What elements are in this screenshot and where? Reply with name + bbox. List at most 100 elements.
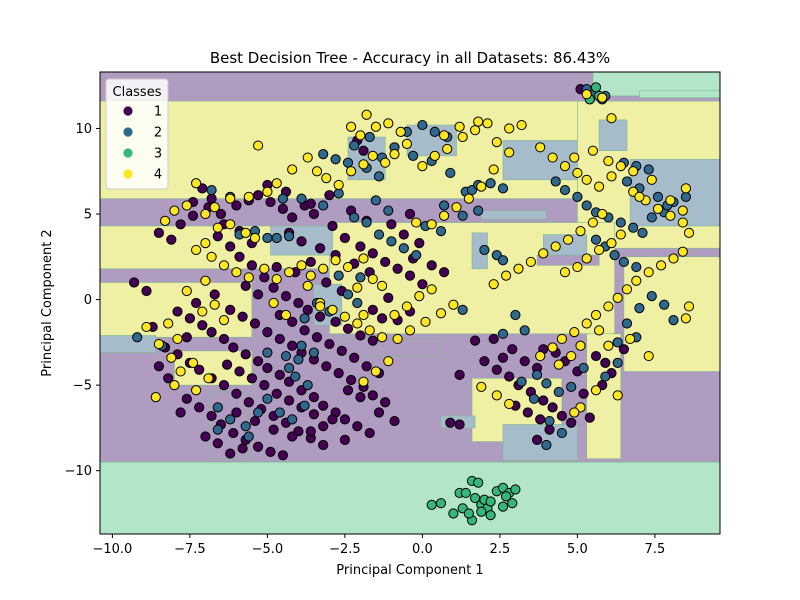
point-class-4 (209, 299, 220, 310)
point-class-2 (212, 424, 223, 435)
point-class-2 (411, 249, 422, 261)
point-class-2 (612, 357, 623, 368)
point-class-3 (485, 496, 496, 507)
point-class-2 (637, 227, 648, 238)
point-class-4 (590, 385, 602, 396)
point-class-4 (587, 145, 599, 156)
point-class-1 (228, 342, 239, 353)
point-class-1 (445, 417, 456, 428)
point-class-4 (439, 130, 450, 141)
point-class-1 (287, 431, 298, 442)
point-class-2 (352, 297, 363, 309)
point-class-1 (305, 256, 316, 268)
point-class-4 (677, 246, 688, 257)
point-class-4 (302, 152, 313, 163)
point-class-1 (305, 426, 316, 437)
point-class-2 (318, 200, 329, 211)
point-class-2 (280, 350, 292, 362)
point-class-4 (259, 263, 270, 274)
point-class-1 (234, 251, 245, 262)
point-class-2 (516, 376, 527, 387)
point-class-4 (581, 174, 592, 185)
point-class-2 (621, 318, 633, 329)
point-class-3 (507, 498, 518, 509)
point-class-2 (652, 191, 664, 203)
point-class-4 (612, 292, 623, 303)
point-class-1 (253, 356, 264, 367)
point-class-3 (497, 501, 509, 512)
point-class-1 (237, 443, 248, 454)
point-class-1 (246, 260, 257, 271)
point-class-1 (181, 393, 192, 404)
point-class-4 (401, 301, 412, 312)
point-class-1 (454, 419, 465, 430)
point-class-4 (401, 138, 412, 149)
point-class-4 (203, 373, 214, 384)
point-class-2 (308, 347, 319, 358)
point-class-4 (683, 227, 695, 238)
point-class-1 (175, 219, 186, 230)
point-class-1 (556, 410, 568, 422)
point-class-2 (643, 164, 654, 175)
point-class-1 (355, 392, 366, 403)
point-class-2 (290, 371, 301, 382)
y-tick-label: −10 (65, 464, 92, 479)
point-class-2 (559, 184, 571, 196)
point-class-4 (513, 263, 524, 274)
point-class-1 (404, 270, 416, 281)
point-class-4 (262, 186, 273, 197)
point-class-1 (129, 277, 140, 288)
point-class-1 (308, 208, 319, 220)
point-class-4 (181, 200, 192, 211)
point-class-4 (218, 260, 230, 271)
point-class-2 (497, 183, 509, 194)
point-class-4 (389, 309, 400, 321)
point-class-1 (287, 316, 298, 327)
point-class-4 (370, 121, 381, 132)
point-class-4 (538, 248, 549, 259)
point-class-1 (277, 450, 288, 461)
point-class-2 (398, 243, 409, 254)
point-class-1 (194, 402, 205, 413)
point-class-2 (544, 415, 555, 427)
point-class-2 (485, 178, 496, 189)
point-class-2 (370, 195, 381, 206)
point-class-4 (206, 251, 217, 262)
point-class-4 (163, 318, 174, 329)
point-class-4 (457, 131, 468, 143)
point-class-1 (439, 267, 450, 278)
point-class-2 (333, 270, 344, 281)
point-class-4 (504, 123, 515, 134)
point-class-4 (575, 340, 586, 351)
point-class-4 (153, 338, 164, 350)
point-class-1 (454, 369, 465, 380)
point-class-4 (535, 350, 546, 362)
point-class-4 (615, 229, 626, 240)
point-class-1 (274, 333, 285, 345)
point-class-2 (668, 315, 679, 326)
point-class-2 (528, 393, 540, 404)
point-class-4 (380, 157, 391, 168)
point-class-4 (330, 255, 341, 266)
point-class-2 (457, 210, 468, 221)
point-class-4 (473, 116, 484, 127)
point-class-1 (590, 350, 602, 362)
point-class-4 (364, 325, 375, 336)
point-class-1 (277, 203, 288, 214)
point-class-2 (628, 222, 639, 233)
point-class-1 (367, 335, 378, 346)
point-class-1 (253, 289, 264, 300)
region-class-2 (100, 335, 157, 353)
scatter-points (129, 82, 695, 526)
point-class-2 (646, 291, 657, 302)
point-class-4 (569, 152, 580, 163)
y-tick-label: 5 (84, 208, 92, 223)
x-tick-label: 5.0 (567, 542, 588, 557)
point-class-1 (262, 362, 273, 374)
point-class-4 (268, 297, 279, 309)
point-class-2 (253, 407, 264, 418)
point-class-4 (280, 309, 292, 321)
point-class-1 (349, 352, 360, 363)
point-class-2 (646, 212, 657, 223)
